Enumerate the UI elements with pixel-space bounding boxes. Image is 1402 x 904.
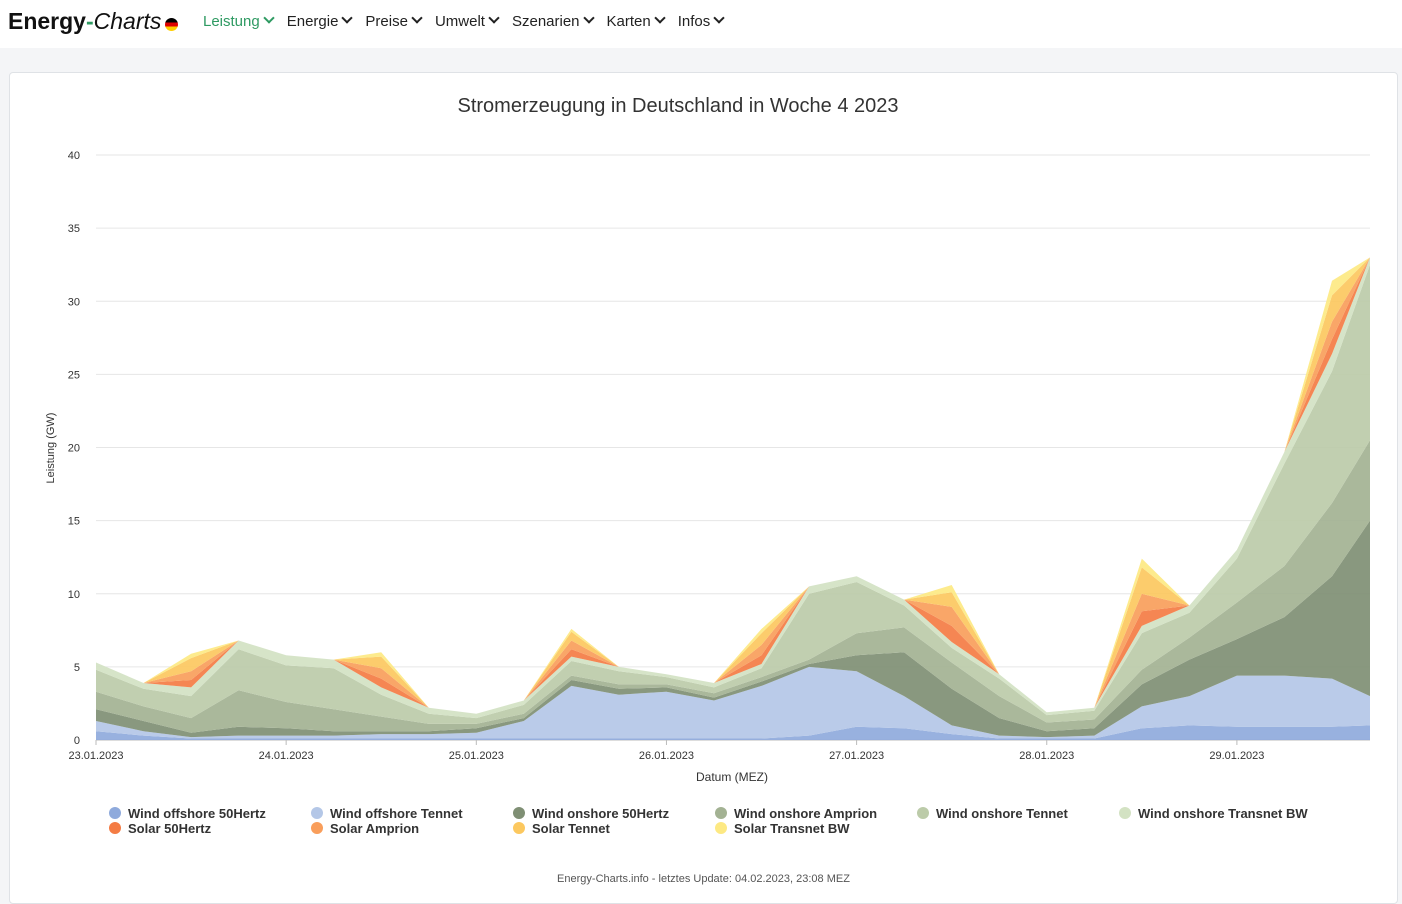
nav-preise[interactable]: Preise	[365, 12, 423, 30]
logo[interactable]: Energy-Charts	[8, 8, 179, 35]
legend-item-wind-onshore-tennet[interactable]: Wind onshore Tennet	[917, 806, 1068, 821]
nav-infos-label: Infos	[677, 13, 711, 30]
area-wind-onshore-50hertz[interactable]	[96, 520, 1370, 738]
legend-item-wind-onshore-transnet-bw[interactable]: Wind onshore Transnet BW	[1119, 806, 1308, 821]
chevron-down-icon	[263, 12, 275, 24]
legend-label: Wind offshore 50Hertz	[128, 806, 266, 821]
legend-item-solar-50hertz[interactable]: Solar 50Hertz	[109, 821, 211, 836]
legend-marker-icon	[311, 822, 323, 834]
chevron-down-icon	[411, 12, 423, 24]
y-tick-label: 30	[68, 296, 80, 308]
legend-marker-icon	[917, 807, 929, 819]
nav-karten-label: Karten	[606, 13, 651, 30]
legend-item-solar-amprion[interactable]: Solar Amprion	[311, 821, 419, 836]
legend-label: Solar 50Hertz	[128, 821, 212, 836]
main-nav: Leistung Energie Preise Umwelt Szenarien…	[203, 12, 737, 30]
chart-title: Stromerzeugung in Deutschland in Woche 4…	[457, 95, 898, 117]
chevron-down-icon	[341, 12, 354, 24]
legend-item-solar-transnet-bw[interactable]: Solar Transnet BW	[715, 821, 850, 836]
nav-szenarien[interactable]: Szenarien	[511, 12, 595, 30]
y-tick-label: 0	[74, 735, 80, 747]
logo-charts: Charts	[93, 8, 162, 34]
top-navbar: Energy-Charts Leistung Energie Preise Um…	[0, 0, 1402, 48]
x-tick-label: 25.01.2023	[449, 750, 504, 762]
nav-preise-label: Preise	[365, 13, 408, 30]
legend-marker-icon	[715, 822, 727, 834]
x-tick-label: 24.01.2023	[259, 750, 314, 762]
nav-infos[interactable]: Infos	[677, 12, 725, 30]
german-flag-icon	[165, 18, 179, 31]
legend-label: Solar Tennet	[532, 821, 610, 836]
chevron-down-icon	[582, 12, 595, 24]
x-tick-label: 23.01.2023	[68, 750, 123, 762]
footer-update: Energy-Charts.info - letztes Update: 04.…	[557, 873, 850, 885]
legend-marker-icon	[311, 807, 323, 819]
nav-szenarien-label: Szenarien	[511, 13, 580, 30]
x-axis-label: Datum (MEZ)	[696, 770, 768, 784]
y-tick-label: 5	[74, 662, 80, 674]
legend-marker-icon	[715, 807, 727, 819]
y-tick-label: 40	[68, 150, 80, 162]
y-tick-label: 35	[68, 223, 80, 235]
nav-energie[interactable]: Energie	[286, 12, 354, 30]
x-tick-label: 26.01.2023	[639, 750, 694, 762]
nav-umwelt[interactable]: Umwelt	[434, 12, 500, 30]
legend-label: Solar Transnet BW	[734, 821, 850, 836]
x-tick-label: 27.01.2023	[829, 750, 884, 762]
area-wind-offshore-50hertz[interactable]	[96, 725, 1370, 740]
legend-label: Solar Amprion	[330, 821, 420, 836]
legend-label: Wind onshore 50Hertz	[532, 806, 670, 821]
area-wind-onshore-tennet[interactable]	[96, 264, 1370, 724]
nav-leistung[interactable]: Leistung	[203, 12, 275, 30]
logo-main: Energy	[8, 8, 86, 34]
legend-marker-icon	[109, 822, 121, 834]
y-tick-label: 15	[68, 516, 80, 528]
y-tick-label: 25	[68, 369, 80, 381]
legend-label: Wind onshore Amprion	[734, 806, 878, 821]
nav-karten[interactable]: Karten	[606, 12, 666, 30]
logo-dash: -	[85, 8, 94, 34]
area-wind-offshore-tennet[interactable]	[96, 666, 1370, 739]
nav-energie-label: Energie	[286, 13, 339, 30]
y-axis-label: Leistung (GW)	[45, 413, 57, 484]
nav-leistung-label: Leistung	[203, 13, 260, 30]
chart-svg: Stromerzeugung in Deutschland in Woche 4…	[45, 95, 1370, 784]
chevron-down-icon	[654, 12, 666, 24]
legend-item-wind-offshore-50hertz[interactable]: Wind offshore 50Hertz	[109, 806, 266, 821]
area-wind-onshore-amprion[interactable]	[96, 440, 1370, 733]
legend-marker-icon	[513, 822, 525, 834]
x-tick-label: 29.01.2023	[1209, 750, 1264, 762]
nav-umwelt-label: Umwelt	[434, 13, 485, 30]
y-tick-label: 20	[68, 443, 80, 455]
x-tick-label: 28.01.2023	[1019, 750, 1074, 762]
legend-item-wind-onshore-amprion[interactable]: Wind onshore Amprion	[715, 806, 877, 821]
chevron-down-icon	[488, 12, 500, 24]
legend-marker-icon	[109, 807, 121, 819]
legend-label: Wind offshore Tennet	[330, 806, 463, 821]
legend-item-wind-onshore-50hertz[interactable]: Wind onshore 50Hertz	[513, 806, 669, 821]
legend-label: Wind onshore Tennet	[936, 806, 1068, 821]
legend-item-solar-tennet[interactable]: Solar Tennet	[513, 821, 610, 836]
legend-item-wind-offshore-tennet[interactable]: Wind offshore Tennet	[311, 806, 463, 821]
chart-card: Stromerzeugung in Deutschland in Woche 4…	[9, 72, 1398, 904]
y-tick-label: 10	[68, 589, 80, 601]
legend-marker-icon	[513, 807, 525, 819]
legend-marker-icon	[1119, 807, 1131, 819]
legend-label: Wind onshore Transnet BW	[1138, 806, 1308, 821]
chevron-down-icon	[713, 12, 725, 24]
